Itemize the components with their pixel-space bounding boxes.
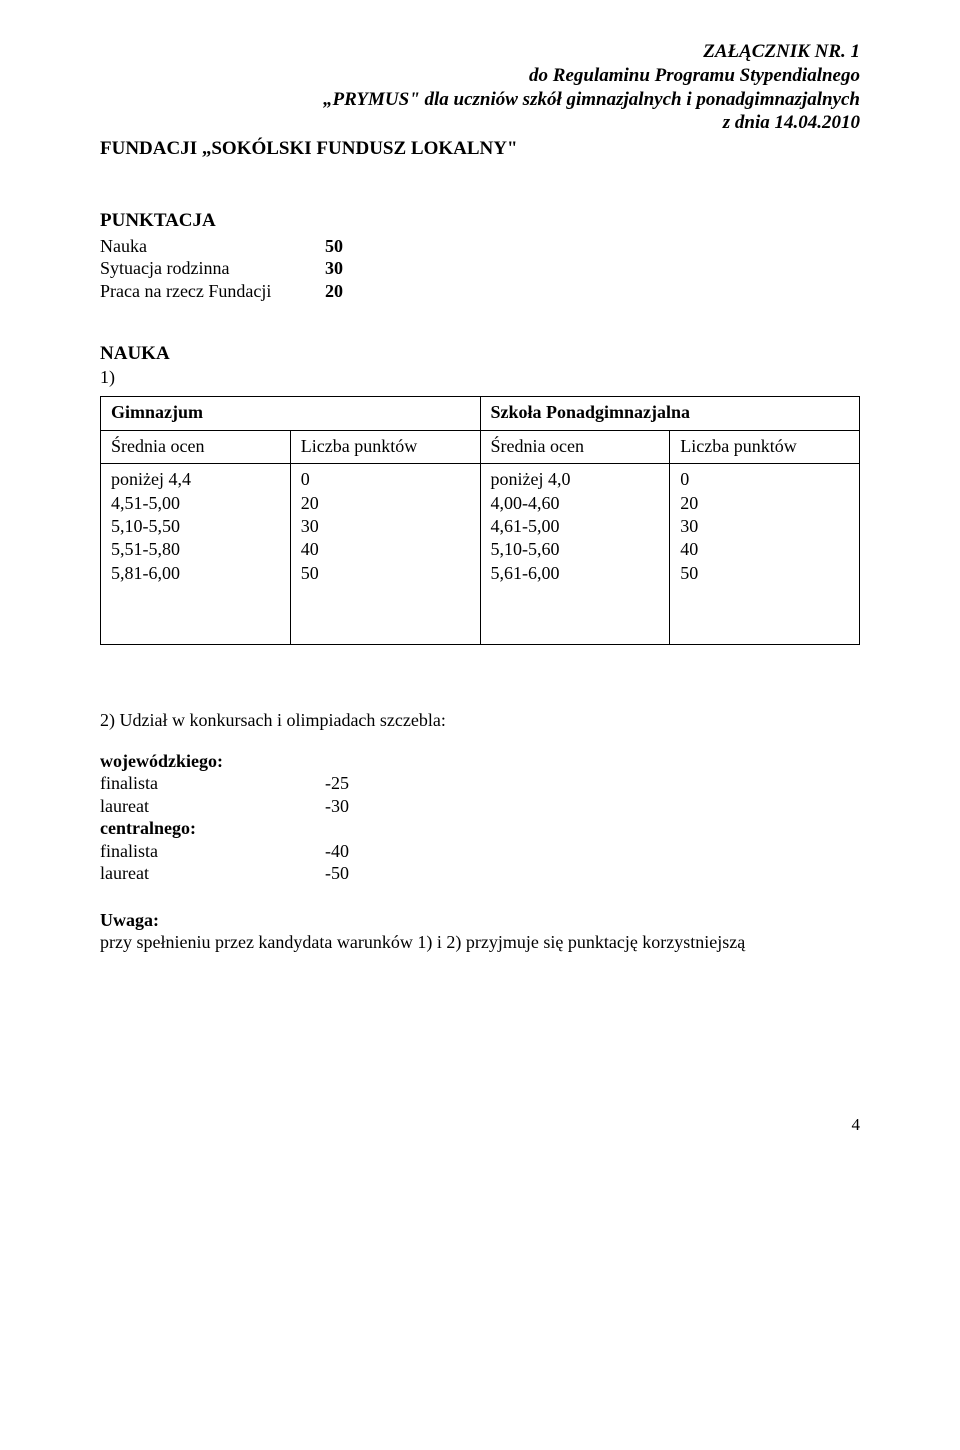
header-line-2: do Regulaminu Programu Stypendialnego: [100, 64, 860, 88]
table-cell: poniżej 4,0 4,00-4,60 4,61-5,00 5,10-5,6…: [480, 464, 670, 645]
table-cell: 0 20 30 40 50: [670, 464, 860, 645]
table-cell: 0 20 30 40 50: [290, 464, 480, 645]
punktacja-row: Nauka 50: [100, 235, 860, 258]
cell-value: 40: [680, 538, 849, 561]
punktacja-row: Sytuacja rodzinna 30: [100, 257, 860, 280]
cell-value: 30: [301, 515, 470, 538]
uwaga-section: Uwaga: przy spełnieniu przez kandydata w…: [100, 909, 860, 954]
punktacja-row: Praca na rzecz Fundacji 20: [100, 280, 860, 303]
cell-value: 4,00-4,60: [491, 492, 660, 515]
header-foundation: FUNDACJI „SOKÓLSKI FUNDUSZ LOKALNY": [100, 137, 860, 161]
centralnego-label: centralnego:: [100, 817, 860, 840]
punktacja-value: 50: [325, 235, 343, 258]
cell-value: 4,61-5,00: [491, 515, 660, 538]
table-subheader: Liczba punktów: [670, 430, 860, 464]
cell-value: 5,10-5,50: [111, 515, 280, 538]
punktacja-label: Nauka: [100, 235, 325, 258]
cell-value: 20: [301, 492, 470, 515]
attachment-header: ZAŁĄCZNIK NR. 1 do Regulaminu Programu S…: [100, 40, 860, 161]
cell-value: 40: [301, 538, 470, 561]
participation-section: 2) Udział w konkursach i olimpiadach szc…: [100, 709, 860, 885]
cell-lines-right-a: poniżej 4,0 4,00-4,60 4,61-5,00 5,10-5,6…: [491, 468, 660, 585]
award-key: laureat: [100, 795, 325, 818]
grade-table: Gimnazjum Szkoła Ponadgimnazjalna Średni…: [100, 396, 860, 645]
award-row: finalista -25: [100, 772, 860, 795]
cell-value: 0: [680, 468, 849, 491]
award-value: -50: [325, 862, 349, 885]
award-value: -30: [325, 795, 349, 818]
award-value: -40: [325, 840, 349, 863]
punktacja-value: 30: [325, 257, 343, 280]
page-number: 4: [100, 1114, 860, 1135]
table-subheader: Liczba punktów: [290, 430, 480, 464]
cell-value: 50: [680, 562, 849, 585]
punktacja-label: Praca na rzecz Fundacji: [100, 280, 325, 303]
cell-value: poniżej 4,4: [111, 468, 280, 491]
nauka-number: 1): [100, 366, 860, 389]
cell-value: 0: [301, 468, 470, 491]
table-subheader: Średnia ocen: [480, 430, 670, 464]
cell-value: 5,10-5,60: [491, 538, 660, 561]
section2-heading: 2) Udział w konkursach i olimpiadach szc…: [100, 709, 860, 732]
cell-value: 50: [301, 562, 470, 585]
spacer: [100, 732, 860, 750]
uwaga-title: Uwaga:: [100, 909, 860, 932]
cell-value: poniżej 4,0: [491, 468, 660, 491]
table-subheader: Średnia ocen: [101, 430, 291, 464]
cell-value: 5,61-6,00: [491, 562, 660, 585]
wojewodzkiego-label: wojewódzkiego:: [100, 750, 860, 773]
cell-value: 20: [680, 492, 849, 515]
cell-value: 5,81-6,00: [111, 562, 280, 585]
punktacja-value: 20: [325, 280, 343, 303]
cell-lines-left-a: poniżej 4,4 4,51-5,00 5,10-5,50 5,51-5,8…: [111, 468, 280, 585]
cell-value: 5,51-5,80: [111, 538, 280, 561]
award-row: laureat -30: [100, 795, 860, 818]
nauka-section: NAUKA 1) Gimnazjum Szkoła Ponadgimnazjal…: [100, 342, 860, 645]
punktacja-section: PUNKTACJA Nauka 50 Sytuacja rodzinna 30 …: [100, 209, 860, 302]
award-key: laureat: [100, 862, 325, 885]
cell-lines-right-b: 0 20 30 40 50: [680, 468, 849, 585]
punktacja-title: PUNKTACJA: [100, 209, 860, 233]
header-line-4: z dnia 14.04.2010: [100, 111, 860, 135]
award-key: finalista: [100, 772, 325, 795]
punktacja-label: Sytuacja rodzinna: [100, 257, 325, 280]
uwaga-text: przy spełnieniu przez kandydata warunków…: [100, 931, 860, 954]
nauka-title: NAUKA: [100, 342, 860, 366]
award-key: finalista: [100, 840, 325, 863]
award-value: -25: [325, 772, 349, 795]
header-line-3: „PRYMUS" dla uczniów szkół gimnazjalnych…: [100, 88, 860, 112]
header-line-1: ZAŁĄCZNIK NR. 1: [100, 40, 860, 64]
cell-lines-left-b: 0 20 30 40 50: [301, 468, 470, 585]
table-row: Gimnazjum Szkoła Ponadgimnazjalna: [101, 397, 860, 431]
table-cell: poniżej 4,4 4,51-5,00 5,10-5,50 5,51-5,8…: [101, 464, 291, 645]
cell-value: 30: [680, 515, 849, 538]
table-header-right: Szkoła Ponadgimnazjalna: [480, 397, 860, 431]
cell-value: 4,51-5,00: [111, 492, 280, 515]
table-header-left: Gimnazjum: [101, 397, 481, 431]
award-row: finalista -40: [100, 840, 860, 863]
table-row: poniżej 4,4 4,51-5,00 5,10-5,50 5,51-5,8…: [101, 464, 860, 645]
award-row: laureat -50: [100, 862, 860, 885]
table-row: Średnia ocen Liczba punktów Średnia ocen…: [101, 430, 860, 464]
